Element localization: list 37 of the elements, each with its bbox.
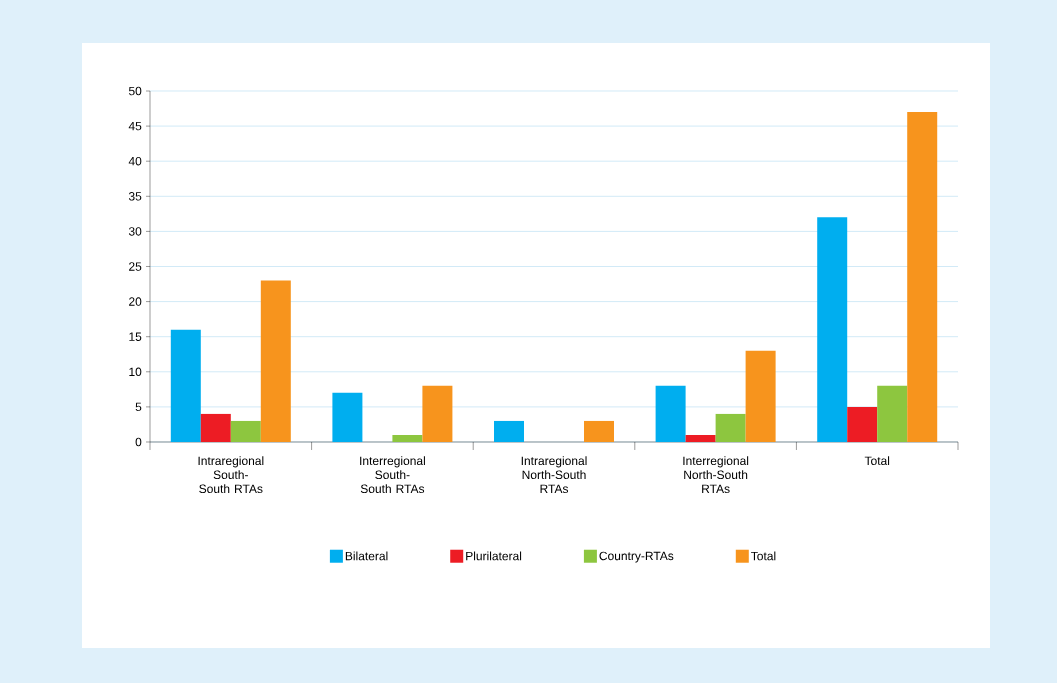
y-tick-label: 15 xyxy=(129,332,142,341)
bar xyxy=(817,217,848,442)
y-tick-label: 0 xyxy=(135,437,142,447)
legend-label: Bilateral xyxy=(345,551,388,561)
bar xyxy=(584,420,615,442)
bar xyxy=(332,392,363,442)
bar xyxy=(877,385,908,442)
x-tick-label: Total xyxy=(864,456,890,466)
x-tick-label: Intraregional South-South RTAs xyxy=(198,456,264,494)
x-tick-label: Interregional North-South RTAs xyxy=(683,456,749,494)
bar xyxy=(715,413,746,442)
bar xyxy=(200,413,231,442)
bar xyxy=(170,329,201,442)
y-tick-label: 20 xyxy=(129,297,142,306)
y-tick-label: 50 xyxy=(128,86,142,96)
bar xyxy=(907,112,938,442)
bar xyxy=(655,385,686,442)
y-tick-label: 5 xyxy=(135,402,142,412)
bar xyxy=(685,434,716,442)
legend-label: Country-RTAs xyxy=(599,551,674,563)
y-tick-label: 35 xyxy=(128,192,142,201)
bar xyxy=(422,385,453,442)
bar xyxy=(847,406,878,442)
bar xyxy=(260,280,291,442)
bar xyxy=(230,420,261,442)
legend-label: Plurilateral xyxy=(466,551,522,561)
x-tick-label: Interregional South-South RTAs xyxy=(360,456,425,494)
x-tick-label: Intraregional North-South RTAs xyxy=(521,456,587,494)
y-tick-label: 45 xyxy=(128,121,142,131)
legend-label: Total xyxy=(751,551,776,561)
y-tick-label: 10 xyxy=(129,367,142,377)
y-tick-label: 30 xyxy=(128,227,142,236)
y-tick-label: 40 xyxy=(128,156,142,166)
bar xyxy=(745,350,776,442)
bar xyxy=(494,420,524,442)
y-tick-label: 25 xyxy=(129,262,142,271)
bar xyxy=(392,434,423,442)
